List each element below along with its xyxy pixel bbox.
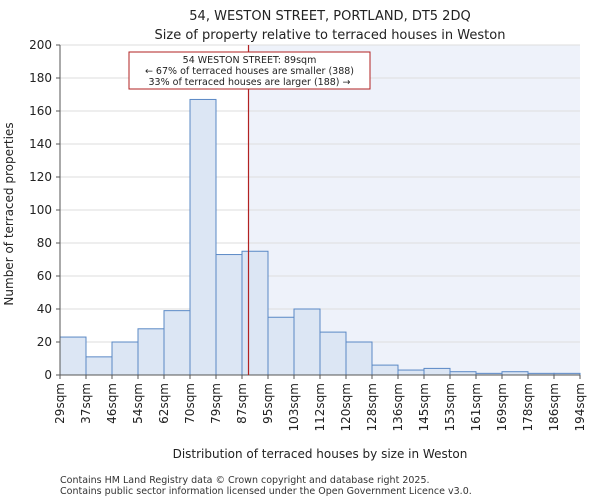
x-tick-label: 186sqm — [547, 383, 561, 431]
y-tick-label: 20 — [37, 335, 52, 349]
y-tick-label: 100 — [29, 203, 52, 217]
x-tick-label: 136sqm — [391, 383, 405, 431]
plot-area: 0 20 40 60 80 100 120 140 160 180 200 29sqm 37sqm 46s… — [29, 38, 587, 431]
x-tick-label: 87sqm — [235, 383, 249, 424]
annotation-box — [128, 51, 371, 90]
x-tick-label: 153sqm — [443, 383, 457, 431]
x-tick-label: 70sqm — [183, 383, 197, 424]
bar-54sqm — [137, 328, 165, 376]
y-tick-label: 180 — [29, 71, 52, 85]
bar-87sqm — [241, 250, 269, 376]
bar-145sqm — [423, 367, 451, 376]
x-tick-label: 29sqm — [53, 383, 67, 424]
bar-103sqm — [293, 308, 321, 376]
y-tick-label: 0 — [44, 368, 52, 382]
annotation-line-1: 54 WESTON STREET: 89sqm — [183, 55, 317, 66]
y-tick-label: 200 — [29, 38, 52, 52]
bar-95sqm — [267, 316, 295, 376]
bar-136sqm — [397, 369, 425, 376]
x-tick-label: 79sqm — [209, 383, 223, 424]
bar-46sqm — [111, 341, 139, 376]
x-tick-label: 178sqm — [521, 383, 535, 431]
y-axis-label: Number of terraced properties — [2, 122, 16, 305]
bar-112sqm — [319, 331, 347, 376]
x-tick-label: 62sqm — [157, 383, 171, 424]
x-tick-label: 54sqm — [131, 383, 145, 424]
x-tick-label: 46sqm — [105, 383, 119, 424]
annotation-line-2: ← 67% of terraced houses are smaller (38… — [145, 66, 354, 77]
bar-128sqm — [371, 364, 399, 376]
x-tick-label: 194sqm — [573, 383, 587, 431]
annotation-line-3: 33% of terraced houses are larger (188) … — [149, 77, 351, 88]
chart-title: 54, WESTON STREET, PORTLAND, DT5 2DQ — [189, 9, 470, 24]
footer-line-1: Contains HM Land Registry data © Crown c… — [60, 475, 430, 486]
bar-37sqm — [85, 356, 113, 376]
x-tick-label: 169sqm — [495, 383, 509, 431]
bar-70sqm — [189, 98, 217, 376]
y-tick-label: 40 — [37, 302, 52, 316]
x-tick-label: 120sqm — [339, 383, 353, 431]
x-tick-label: 161sqm — [469, 383, 483, 431]
x-tick-label: 95sqm — [261, 383, 275, 424]
bar-62sqm — [163, 310, 191, 376]
x-tick-label: 37sqm — [79, 383, 93, 424]
x-tick-label: 103sqm — [287, 383, 301, 431]
y-tick-label: 160 — [29, 104, 52, 118]
y-tick-label: 140 — [29, 137, 52, 151]
bar-120sqm — [345, 341, 373, 376]
y-tick-label: 60 — [37, 269, 52, 283]
bar-29sqm — [59, 336, 87, 376]
chart-subtitle: Size of property relative to terraced ho… — [155, 28, 506, 43]
x-tick-label: 112sqm — [313, 383, 327, 431]
y-tick-label: 80 — [37, 236, 52, 250]
x-tick-label: 128sqm — [365, 383, 379, 431]
bar-79sqm — [215, 254, 243, 376]
x-axis-label: Distribution of terraced houses by size … — [173, 447, 468, 461]
y-tick-label: 120 — [29, 170, 52, 184]
footer-line-2: Contains public sector information licen… — [60, 486, 472, 497]
x-tick-label: 145sqm — [417, 383, 431, 431]
